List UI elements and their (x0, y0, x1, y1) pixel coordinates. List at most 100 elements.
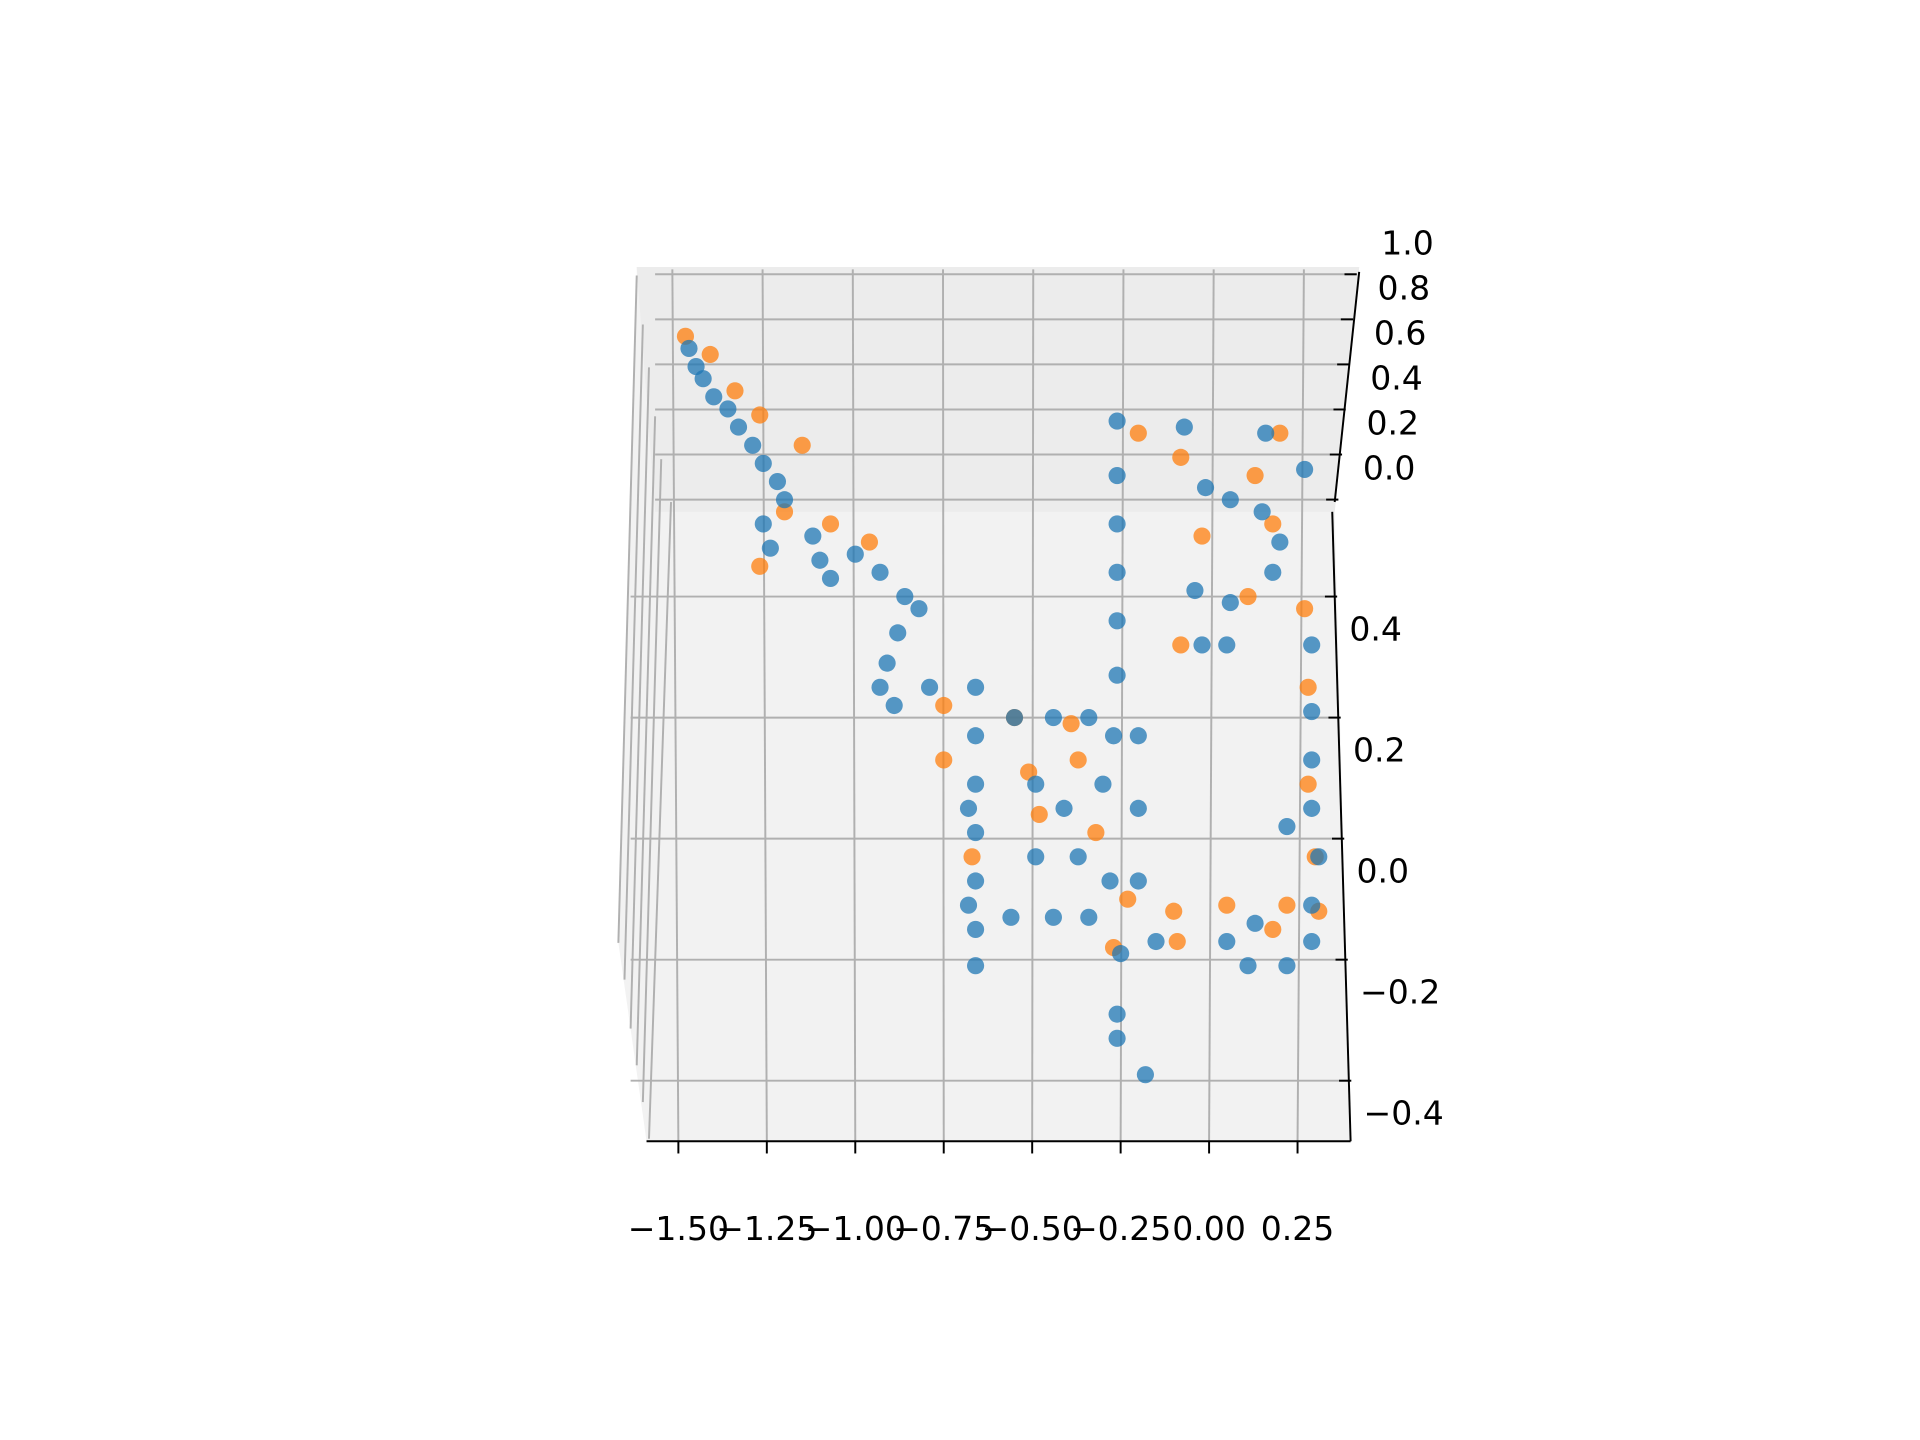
point (1080, 908, 1098, 926)
point (754, 454, 772, 472)
grid-line (1296, 269, 1305, 1142)
point (1264, 515, 1282, 533)
point (963, 848, 981, 866)
point (1299, 775, 1317, 793)
point (680, 339, 698, 358)
point (1175, 418, 1193, 436)
point (729, 418, 748, 436)
x-tick-label: 0.00 (1172, 1209, 1246, 1248)
point (775, 503, 794, 521)
y-tick-label: 0.4 (1349, 609, 1402, 648)
point (1303, 636, 1321, 654)
x-tick-label: −1.00 (805, 1209, 906, 1248)
point (1055, 799, 1073, 817)
left-wall-lines (617, 275, 672, 1139)
point (751, 406, 769, 424)
x-tick-label: 0.25 (1261, 1209, 1335, 1248)
point (1108, 612, 1126, 630)
point (1303, 702, 1321, 721)
point (871, 678, 889, 696)
point (1193, 636, 1211, 654)
z-tick-label: 0.2 (1367, 404, 1420, 443)
point (1080, 709, 1098, 727)
point (811, 551, 829, 569)
y-tick-label: −0.2 (1360, 972, 1440, 1011)
point (1196, 479, 1215, 497)
point (775, 491, 794, 509)
point (1296, 460, 1314, 479)
z-tick-label: 0.8 (1378, 268, 1431, 307)
point (1310, 848, 1328, 866)
z-tick-label: 0.4 (1370, 359, 1423, 398)
point (744, 436, 762, 454)
point (935, 696, 953, 715)
point (1299, 678, 1317, 696)
point (1172, 636, 1190, 654)
points (676, 327, 1328, 1084)
point (1027, 848, 1045, 866)
z-tick-label: 0.0 (1363, 449, 1416, 488)
point (871, 563, 889, 581)
point (1129, 872, 1147, 890)
point (1218, 896, 1236, 914)
point (1108, 666, 1126, 684)
point (967, 957, 985, 975)
point (804, 527, 822, 545)
point (1136, 1066, 1154, 1084)
point (821, 569, 840, 587)
point (768, 473, 787, 491)
x-tick-label: −1.25 (716, 1209, 817, 1248)
x-tick-label: −0.25 (1070, 1209, 1171, 1248)
grid-line (1119, 269, 1125, 1142)
point (1108, 466, 1126, 485)
y-axis-line (1331, 511, 1352, 1142)
point (1303, 896, 1321, 914)
grid-line (1031, 269, 1035, 1142)
y-tick-label: 0.2 (1353, 730, 1406, 769)
point (1108, 1029, 1126, 1047)
point (1264, 920, 1282, 938)
point (1062, 715, 1080, 733)
point (1165, 902, 1183, 920)
point (751, 557, 769, 575)
z-tick-label: 0.6 (1374, 314, 1427, 353)
point (1147, 932, 1165, 951)
point (1129, 799, 1147, 817)
point (846, 545, 864, 563)
point (1108, 412, 1126, 430)
x-tick-label: −0.50 (982, 1209, 1083, 1248)
point (793, 436, 811, 454)
point (1218, 932, 1236, 951)
x-tick-label: −1.50 (628, 1209, 729, 1248)
point (935, 751, 953, 769)
point (1027, 775, 1045, 793)
point (701, 345, 719, 364)
point (1253, 503, 1271, 521)
point (1108, 515, 1126, 533)
point (705, 388, 723, 406)
point (967, 824, 985, 842)
point (1193, 527, 1211, 545)
point (1239, 587, 1257, 606)
point (1030, 805, 1048, 823)
point (1129, 424, 1147, 442)
point (1257, 424, 1275, 442)
point (1296, 600, 1314, 618)
point (967, 775, 985, 793)
point (1101, 872, 1119, 890)
point (1278, 817, 1296, 836)
z-tick-label: 1.0 (1381, 223, 1434, 262)
point (726, 382, 744, 400)
point (959, 896, 978, 914)
point (1069, 751, 1087, 769)
point (885, 696, 903, 715)
x-tick-label: −0.75 (893, 1209, 994, 1248)
point (878, 654, 896, 672)
point (1246, 914, 1264, 932)
point (1108, 1005, 1126, 1023)
point (896, 587, 914, 606)
point (1005, 709, 1024, 727)
point (889, 624, 907, 642)
